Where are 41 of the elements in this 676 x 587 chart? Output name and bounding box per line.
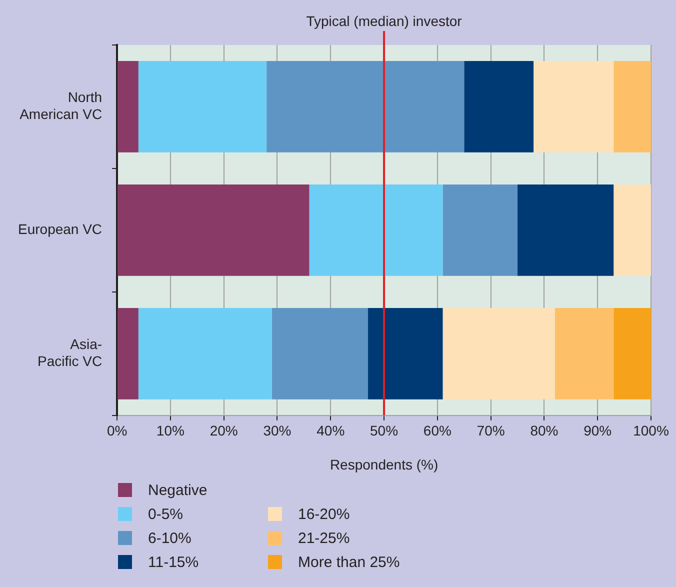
bar [442, 184, 518, 276]
bar [138, 308, 272, 400]
y-tick-label: North American VC [20, 89, 102, 122]
x-tick-label: 20% [210, 422, 238, 439]
legend-label: 11-15% [148, 554, 199, 570]
legend-label: 21-25% [298, 530, 350, 546]
legend-label: More than 25% [298, 554, 400, 570]
bar [272, 308, 368, 400]
x-axis-title: Respondents (%) [330, 456, 438, 472]
x-tick-label: 90% [584, 422, 612, 439]
x-tick-label: 100% [633, 422, 669, 439]
legend-label: 6-10% [148, 530, 192, 546]
bar [266, 61, 464, 152]
x-tick-label: 0% [106, 422, 128, 439]
x-tick-label: 50% [370, 422, 398, 439]
bar [368, 308, 443, 400]
bar [464, 61, 534, 152]
bar [309, 184, 443, 276]
bar [442, 308, 555, 400]
bar [138, 61, 267, 152]
x-tick-label: 40% [316, 422, 345, 439]
ref-line-label: Typical (median) investor [306, 12, 462, 29]
bar [118, 308, 138, 400]
bar [518, 184, 614, 276]
bar [534, 61, 614, 152]
legend-label: 16-20% [298, 506, 350, 522]
legend-label: Negative [148, 482, 208, 498]
bar [614, 61, 651, 152]
bar [614, 308, 651, 400]
x-tick-label: 60% [423, 422, 452, 439]
bar [118, 184, 310, 276]
legend-label: 0-5% [148, 506, 184, 522]
x-tick-label: 70% [476, 422, 505, 439]
bar [614, 184, 651, 276]
bar [554, 308, 614, 400]
x-tick-label: 30% [263, 422, 292, 439]
bar [118, 61, 138, 152]
y-tick-label: Asia-Pacific VC [37, 336, 102, 369]
y-tick-label: European VC [18, 221, 102, 238]
x-tick-label: 80% [530, 422, 558, 439]
x-tick-label: 10% [156, 422, 184, 439]
